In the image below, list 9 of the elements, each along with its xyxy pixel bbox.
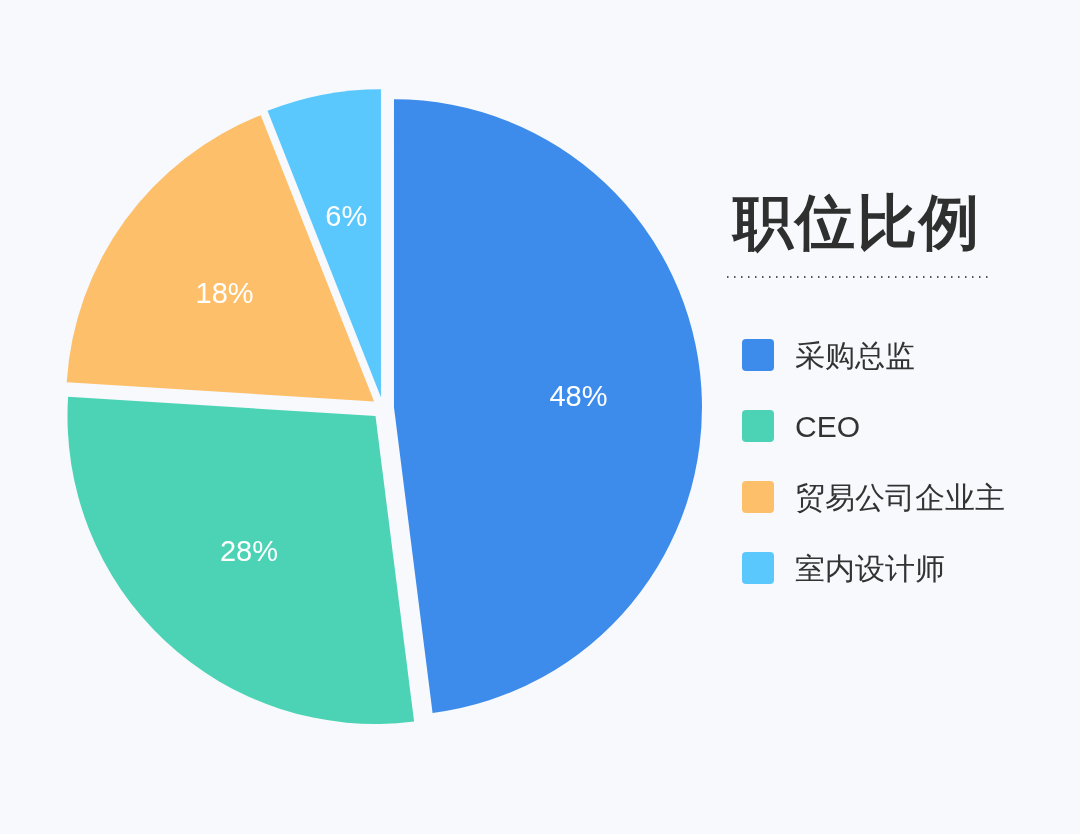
legend-label: 室内设计师 [795,551,945,585]
data-label: 18% [195,276,254,309]
data-label: 6% [325,199,368,232]
text: 职位比例 [731,188,981,256]
legend-label: 贸易公司企业主 [795,480,1005,514]
legend-label: CEO [795,409,861,443]
data-label: 48% [549,379,608,412]
legend-label: 采购总监 [795,338,915,372]
data-label: 28% [219,534,278,567]
